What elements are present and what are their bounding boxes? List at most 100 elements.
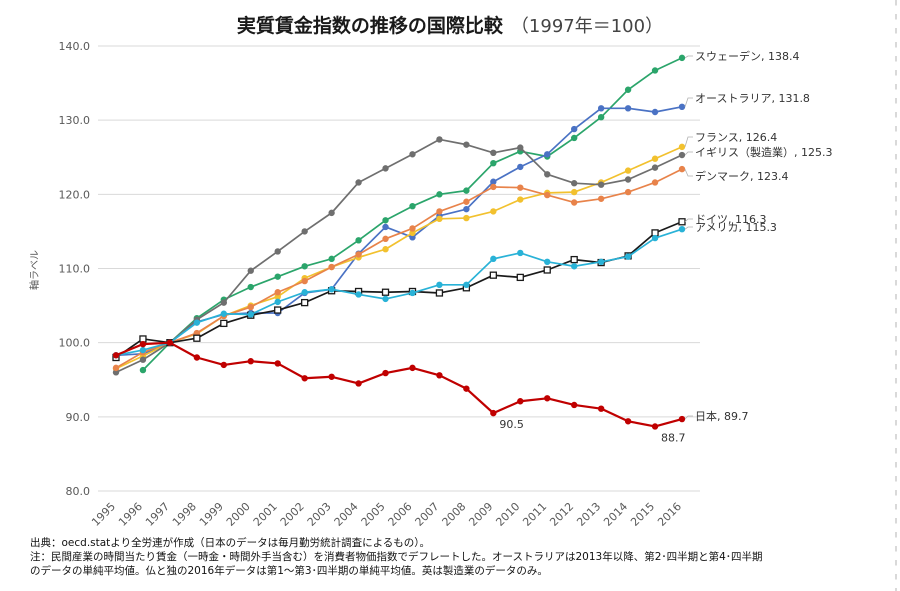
data-point [570,125,578,133]
series-end-label: デンマーク, 123.4 [695,169,788,183]
data-point [624,418,632,425]
footnote-note-2: のデータの単純平均値。仏と独の2016年データは第1～第3･四半期の単純平均値。… [30,565,548,577]
x-tick-label: 2016 [655,500,684,529]
data-annotation: 88.7 [661,431,686,444]
data-point [355,251,362,258]
data-point [570,255,578,264]
label-leader [684,415,693,420]
data-point [274,273,281,280]
data-point [490,149,497,157]
label-leader [684,151,693,156]
data-point [436,281,443,289]
label-leader [684,136,693,147]
y-tick-label: 120.0 [59,188,91,201]
data-point [301,277,308,285]
label-leader [684,97,693,107]
series-end-label: スウェーデン, 138.4 [695,49,799,63]
x-tick-label: 2001 [251,500,280,529]
data-point [409,203,416,210]
footnote-note-1: 注：民間産業の時間当たり賃金（一時金・時間外手当含む）を消費者物価指数でデフレー… [30,551,763,563]
series-日本 [112,339,686,430]
x-tick-label: 1995 [89,500,118,529]
data-point [139,346,147,354]
data-point [597,105,605,112]
y-tick-label: 90.0 [66,411,91,424]
data-point [139,356,147,363]
data-point [382,223,389,231]
data-point [624,105,632,112]
data-point [301,289,308,296]
label-leader [684,226,693,230]
data-point [409,151,416,158]
data-point [220,310,228,317]
x-tick-label: 1999 [197,500,226,529]
data-point [517,398,524,405]
data-point [517,196,524,203]
data-point [543,266,551,274]
data-point [624,253,632,260]
data-point [301,263,308,270]
data-point [274,289,281,296]
y-tick-label: 80.0 [66,485,91,498]
data-point [328,286,335,293]
data-point [355,380,362,387]
y-axis-ticks: 80.0 90.0 100.0 110.0 120.0 130.0 140.0 [59,40,91,498]
annotations: 90.5 88.7 [499,418,685,444]
data-point [463,141,470,148]
data-point [597,114,605,121]
data-point [220,299,228,306]
series-end-label: 日本, 89.7 [695,409,749,423]
data-point [436,208,443,215]
data-point [139,366,147,374]
data-point [651,67,659,74]
data-point [678,225,686,233]
data-point [597,405,605,412]
data-point [247,358,254,365]
data-point [570,188,578,196]
data-point [678,103,686,111]
data-point [193,334,201,342]
data-point [409,364,416,372]
footnote-source: 出典：oecd.statより全労連が作成（日本のデータは毎月勤労統計調査によるも… [30,537,431,549]
data-point [570,134,578,142]
x-tick-label: 1996 [116,500,145,529]
y-tick-label: 140.0 [59,40,91,53]
data-point [274,248,281,255]
data-point [490,409,497,417]
data-point [382,295,389,303]
data-point [355,291,362,298]
series-end-labels: スウェーデン, 138.4 オーストラリア, 131.8 フランス, 126.4イギ… [684,49,832,423]
data-point [436,215,443,223]
data-point [381,288,390,296]
series-end-label: アメリカ, 115.3 [695,221,777,234]
data-point [382,369,389,377]
data-point [112,352,120,359]
data-point [516,273,524,282]
data-point [112,364,120,372]
data-point [651,155,659,162]
data-point [301,228,308,235]
x-tick-label: 2012 [547,500,576,529]
label-leader [684,168,693,177]
data-point [301,375,308,382]
data-point [651,164,659,171]
data-point [597,258,605,266]
data-point [570,401,578,409]
data-point [624,188,632,196]
y-tick-label: 110.0 [59,263,91,276]
data-point [678,143,686,151]
data-point [382,235,389,243]
data-point [382,217,389,224]
data-point [544,191,551,199]
data-point [328,373,335,380]
y-tick-label: 100.0 [59,337,91,350]
data-point [193,319,201,326]
data-point [678,218,686,226]
series-line [115,341,683,428]
data-point [678,151,686,159]
data-point [597,181,605,188]
data-annotation: 90.5 [499,418,524,431]
label-leader [684,55,693,59]
data-point [678,415,686,423]
data-point [435,289,444,297]
